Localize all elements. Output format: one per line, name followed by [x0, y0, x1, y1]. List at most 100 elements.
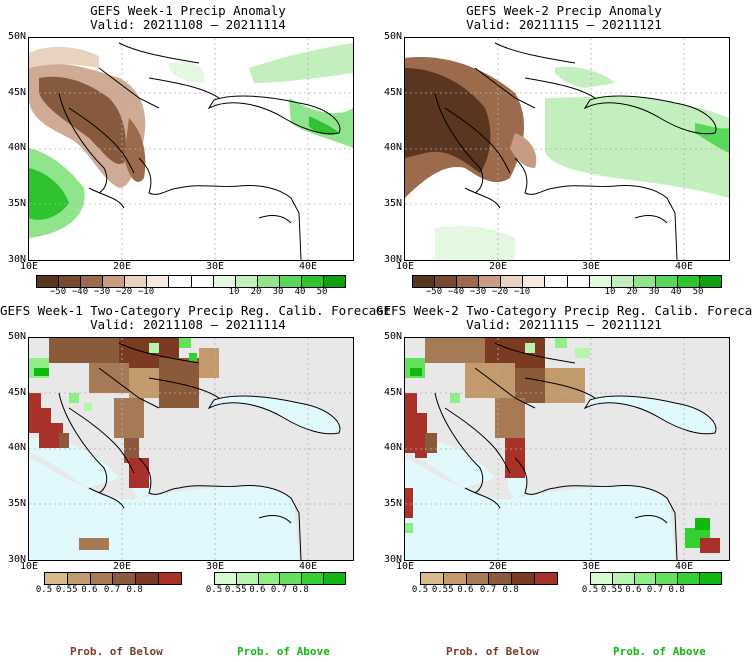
colorbar-swatch	[90, 573, 114, 584]
lat-label: 40N	[7, 142, 26, 153]
colorbar-tick-label: 10	[228, 287, 240, 297]
lat-label: 45N	[7, 87, 26, 98]
panel-title: GEFS Week-1 Two-Category Precip Reg. Cal…	[0, 303, 392, 318]
lon-label: 20E	[112, 261, 132, 272]
panel-week2-anomaly: GEFS Week-2 Precip Anomaly Valid: 202111…	[376, 0, 752, 300]
panel-valid-dates: Valid: 20211108 – 20211114	[90, 17, 286, 32]
panel-week1-probability: GEFS Week-1 Two-Category Precip Reg. Cal…	[0, 300, 392, 600]
colorbar-tick-label: 0.5	[35, 585, 53, 595]
colorbar-tick-label: 20	[626, 287, 638, 297]
colorbar-swatch	[633, 276, 656, 287]
lat-label: 45N	[383, 87, 402, 98]
colorbar-swatch	[302, 573, 325, 584]
colorbar-swatch	[443, 573, 467, 584]
prob-below-label: Prob. of Below	[70, 645, 163, 658]
probability-map	[28, 337, 354, 561]
colorbar-swatch	[589, 276, 612, 287]
lat-label: 30N	[383, 254, 402, 265]
colorbar-tick-label: 0.55	[431, 585, 454, 595]
colorbar-tick-label: −10	[137, 287, 155, 297]
panel-week2-probability: GEFS Week-2 Two-Category Precip Reg. Cal…	[376, 300, 752, 600]
prob-below-ticks: 0.5 0.55 0.6 0.7 0.8	[36, 585, 180, 597]
prob-above-colorbar	[590, 572, 722, 585]
anomaly-map	[404, 37, 730, 261]
anomaly-map	[28, 37, 354, 261]
colorbar-swatch	[257, 276, 280, 287]
colorbar-swatch	[457, 276, 480, 287]
lat-label: 50N	[383, 331, 402, 342]
colorbar-swatch	[535, 573, 557, 584]
colorbar-tick-label: 0.55	[224, 585, 247, 595]
prob-below-colorbar	[420, 572, 558, 585]
colorbar-swatch	[523, 276, 546, 287]
colorbar-tick-label: 20	[250, 287, 262, 297]
colorbar-tick-label: 50	[692, 287, 704, 297]
colorbar-tick-label: −10	[513, 287, 531, 297]
panel-title: GEFS Week-2 Precip Anomaly	[466, 3, 662, 18]
colorbar-swatch	[67, 573, 91, 584]
lon-label: 30E	[581, 261, 601, 272]
colorbar-swatch	[700, 573, 721, 584]
colorbar-tick-label: 0.8	[126, 585, 143, 595]
colorbar-swatch	[45, 573, 68, 584]
colorbar-swatch	[567, 276, 590, 287]
anomaly-colorbar-ticks: −50 −40 −30 −20 −10 10 20 30 40 50	[412, 287, 720, 299]
colorbar-tick-label: −50	[49, 287, 67, 297]
lon-label: 20E	[488, 261, 508, 272]
lon-label: 30E	[205, 261, 225, 272]
colorbar-tick-label: 0.7	[479, 585, 497, 595]
colorbar-swatch	[258, 573, 281, 584]
colorbar-tick-label: −30	[93, 287, 111, 297]
colorbar-swatch	[324, 276, 346, 287]
lon-label: 40E	[298, 261, 318, 272]
colorbar-tick-label: 0.6	[457, 585, 474, 595]
colorbar-swatch	[501, 276, 524, 287]
lon-label: 10E	[395, 561, 415, 572]
colorbar-tick-label: 0.7	[103, 585, 121, 595]
panel-valid-dates: Valid: 20211115 – 20211121	[466, 317, 662, 332]
colorbar-tick-label: −20	[491, 287, 509, 297]
colorbar-tick-label: 0.55	[600, 585, 623, 595]
colorbar-swatch	[169, 276, 192, 287]
lon-label: 10E	[19, 261, 39, 272]
colorbar-swatch	[236, 573, 259, 584]
colorbar-swatch	[81, 276, 104, 287]
lon-label: 10E	[19, 561, 39, 572]
colorbar-swatch	[301, 276, 325, 287]
colorbar-swatch	[215, 573, 237, 584]
colorbar-swatch	[545, 276, 568, 287]
colorbar-tick-label: 10	[604, 287, 616, 297]
lon-label: 10E	[395, 261, 415, 272]
colorbar-tick-label: −30	[469, 287, 487, 297]
colorbar-swatch	[191, 276, 214, 287]
lon-label: 30E	[581, 561, 601, 572]
colorbar-swatch	[59, 276, 82, 287]
lat-label: 45N	[7, 387, 26, 398]
colorbar-swatch	[700, 276, 722, 287]
colorbar-swatch	[37, 276, 60, 287]
lon-label: 30E	[205, 561, 225, 572]
colorbar-tick-label: 40	[670, 287, 682, 297]
colorbar-tick-label: 0.6	[625, 585, 642, 595]
lat-label: 50N	[383, 31, 402, 42]
colorbar-swatch	[279, 276, 302, 287]
colorbar-swatch	[656, 573, 679, 584]
lat-label: 35N	[7, 498, 26, 509]
colorbar-tick-label: 0.6	[81, 585, 98, 595]
colorbar-tick-label: 0.6	[249, 585, 266, 595]
panel-valid-dates: Valid: 20211108 – 20211114	[90, 317, 286, 332]
colorbar-swatch	[677, 276, 701, 287]
anomaly-colorbar	[412, 275, 722, 288]
lon-label: 20E	[488, 561, 508, 572]
lat-label: 35N	[383, 198, 402, 209]
colorbar-swatch	[489, 573, 513, 584]
colorbar-swatch	[235, 276, 258, 287]
colorbar-tick-label: 30	[648, 287, 660, 297]
colorbar-swatch	[634, 573, 657, 584]
lat-label: 30N	[7, 554, 26, 565]
colorbar-tick-label: −50	[425, 287, 443, 297]
prob-above-colorbar	[214, 572, 346, 585]
colorbar-swatch	[512, 573, 536, 584]
lat-label: 50N	[7, 331, 26, 342]
prob-below-ticks: 0.5 0.55 0.6 0.7 0.8	[412, 585, 556, 597]
